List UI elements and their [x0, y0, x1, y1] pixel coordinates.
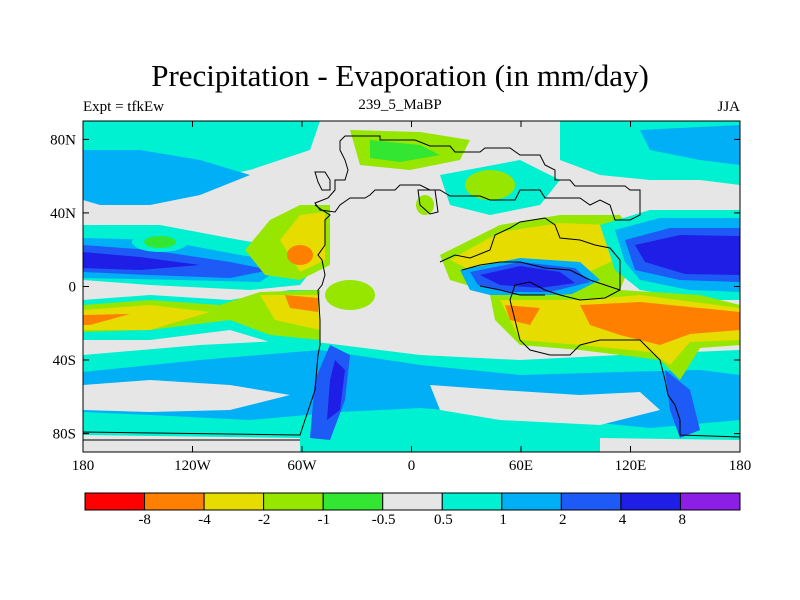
contour-pacific-blue	[83, 245, 270, 278]
plot-title: Precipitation - Evaporation (in mm/day)	[151, 58, 649, 93]
lon-tick-label: 180	[72, 458, 95, 474]
lat-tick-label: 0	[69, 280, 77, 296]
contour-tethys-darkblue	[480, 266, 575, 288]
colorbar-label: -0.5	[372, 512, 396, 528]
age-label: 239_5_MaBP	[358, 97, 442, 113]
colorbar-labels: -8 -4 -2 -1 -0.5 0.5 1 2 4 8	[138, 512, 686, 528]
contour-eq-right-darkblue	[635, 235, 740, 275]
colorbar-label: 4	[619, 512, 627, 528]
contour-nh-left-lightblue	[83, 150, 250, 205]
contour-dry-se-orange2	[505, 305, 540, 325]
map-panel	[83, 121, 740, 452]
contour-dry-se-orange	[580, 302, 740, 345]
colorbar-label: 0.5	[434, 512, 453, 528]
lon-tick-label: 60E	[509, 458, 533, 474]
lon-tick-labels: 180 120W 60W 0 60E 120E 180	[72, 458, 752, 474]
lon-axis	[82, 121, 741, 452]
contour-se-blue	[665, 370, 700, 438]
colorbar-label: -2	[258, 512, 271, 528]
lon-tick-label: 120W	[174, 458, 212, 474]
outline-america-coast	[83, 204, 331, 441]
lat-tick-label: 80N	[50, 132, 76, 148]
colorbar-box	[382, 492, 443, 511]
contour-dry-s-orange	[83, 295, 318, 325]
lat-tick-labels: 80N 40N 0 40S 80S	[50, 132, 76, 442]
lon-tick-label: 120E	[615, 458, 647, 474]
contour-so-grey-left	[83, 380, 290, 412]
contour-north-green2	[370, 140, 440, 162]
contour-africa-n-green	[465, 170, 515, 200]
outline-iberia	[417, 189, 439, 215]
colorbar-box	[441, 492, 503, 511]
outline-tethys-inner2	[479, 285, 545, 296]
lat-tick-label: 40S	[53, 353, 76, 369]
colorbar-label: -4	[198, 512, 211, 528]
outline-tethys-inner	[461, 261, 621, 291]
contour-so-grey-right	[430, 385, 660, 425]
lat-tick-label: 40N	[50, 206, 76, 222]
lat-axis	[83, 138, 740, 435]
colorbar-label: -8	[138, 512, 151, 528]
colorbar-label: 8	[679, 512, 687, 528]
outline-africa	[439, 217, 740, 438]
colorbar-box	[84, 492, 146, 511]
colorbar-box	[620, 492, 681, 511]
contour-so-darkblue	[327, 360, 345, 420]
colorbar-label: 1	[499, 512, 507, 528]
colorbar-box	[203, 492, 265, 511]
experiment-label: Expt = tfkEw	[83, 99, 164, 115]
colorbar-label: 2	[559, 512, 567, 528]
contour-small-green	[144, 236, 176, 248]
colorbar: -8 -4 -2 -1 -0.5 0.5 1 2 4 8	[84, 492, 741, 528]
contour-iberia-green	[416, 195, 434, 215]
lon-tick-label: 180	[729, 458, 752, 474]
season-label: JJA	[717, 99, 740, 115]
lon-tick-label: 60W	[287, 458, 317, 474]
colorbar-label: -1	[318, 512, 331, 528]
colorbar-box	[560, 492, 622, 511]
lat-tick-label: 80S	[53, 427, 76, 443]
colorbar-box	[263, 492, 324, 511]
outline-na-west	[314, 171, 331, 191]
contour-atlantic-green	[325, 280, 375, 310]
colorbar-box	[679, 492, 741, 511]
contour-pacific-darkblue	[83, 252, 200, 270]
continent-outlines	[83, 135, 740, 441]
colorbar-boxes	[84, 492, 741, 511]
contour-dry-n-orange	[287, 245, 313, 265]
contour-so-grey-bottom	[83, 435, 740, 452]
contour-nh-right-lightblue	[640, 125, 740, 165]
colorbar-box	[144, 492, 205, 511]
lon-tick-label: 0	[408, 458, 416, 474]
colorbar-box	[501, 492, 562, 511]
contour-dry-s-yellow	[83, 295, 320, 330]
colorbar-box	[322, 492, 384, 511]
